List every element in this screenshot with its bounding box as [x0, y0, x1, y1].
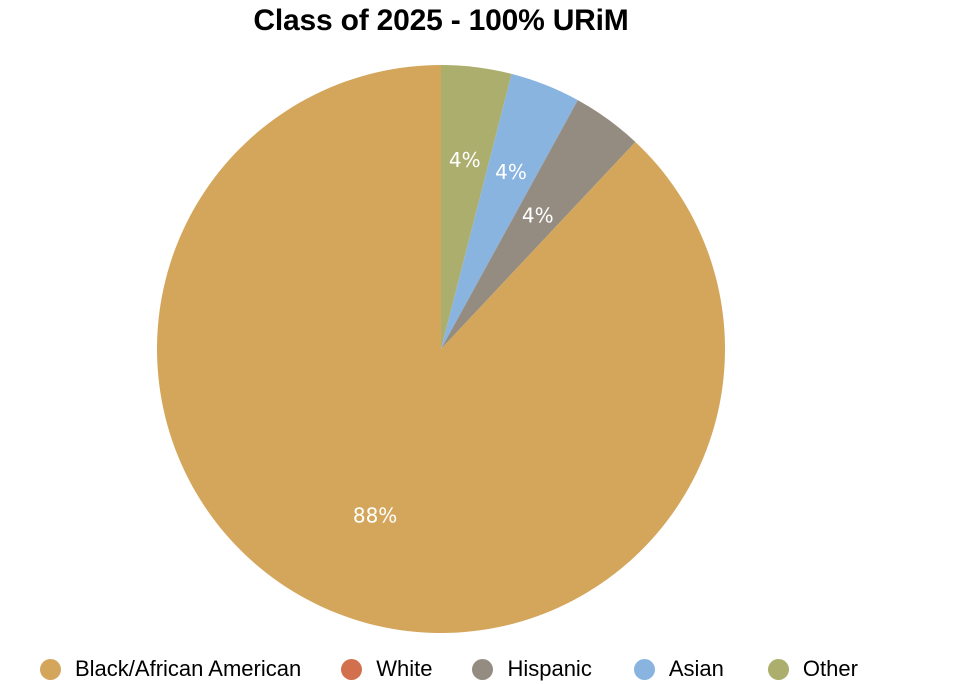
pie-slice-other: [441, 65, 512, 349]
legend-swatch-hispanic: [472, 658, 494, 680]
legend: Black/African American White Hispanic Asian…: [40, 654, 858, 684]
legend-label-asian: Asian: [668, 656, 724, 681]
pie-slice-hispanic: [441, 100, 636, 349]
legend-swatch-other: [767, 658, 789, 680]
chart-title: Class of 2025 - 100% URiM: [253, 4, 629, 37]
slice-label-black-african-american: 88%: [353, 503, 397, 527]
legend-item-black-african-american[interactable]: Black/African American: [40, 656, 301, 682]
pie-chart: 4% 4% 4% 88%: [157, 65, 726, 633]
legend-item-other[interactable]: Other: [767, 656, 858, 682]
legend-item-asian[interactable]: Asian: [633, 656, 724, 682]
pie-slice-asian: [441, 73, 578, 350]
slice-label-hispanic: 4%: [522, 204, 554, 228]
pie-slice-black-african-american: [157, 65, 726, 633]
legend-item-white[interactable]: White: [341, 656, 432, 682]
legend-label-black-african-american: Black/African American: [75, 656, 302, 681]
legend-label-other: Other: [802, 656, 858, 681]
legend-swatch-white: [341, 658, 363, 680]
pie-slices: [157, 65, 726, 633]
slice-label-other: 4%: [449, 148, 481, 172]
legend-item-hispanic[interactable]: Hispanic: [472, 656, 592, 682]
legend-label-hispanic: Hispanic: [507, 656, 592, 681]
legend-swatch-black-african-american: [40, 658, 61, 680]
pie-slice-labels: 4% 4% 4% 88%: [353, 148, 554, 527]
legend-label-white: White: [376, 656, 433, 681]
slice-label-asian: 4%: [495, 160, 527, 184]
legend-swatch-asian: [633, 658, 655, 680]
